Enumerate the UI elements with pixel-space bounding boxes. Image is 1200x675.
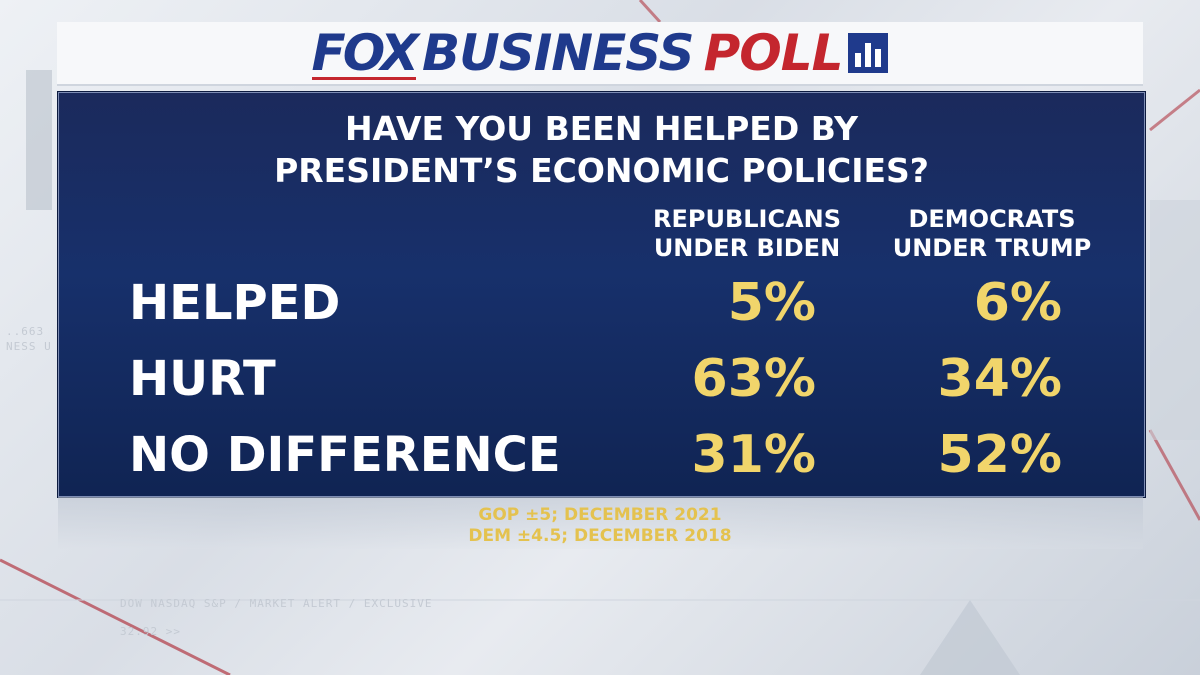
value-no-difference-republicans: 31% bbox=[691, 425, 816, 485]
poll-question-line-1: HAVE YOU BEEN HELPED BY bbox=[345, 109, 858, 148]
logo-poll-text: POLL bbox=[703, 24, 844, 82]
footnote-line-2: DEM ±4.5; DECEMBER 2018 bbox=[468, 526, 732, 546]
column-header-democrats-line-1: DEMOCRATS bbox=[908, 205, 1076, 233]
footnote-line-1: GOP ±5; DECEMBER 2021 bbox=[478, 505, 722, 525]
logo-business-text: BUSINESS bbox=[421, 24, 695, 82]
column-header-democrats-line-2: UNDER TRUMP bbox=[892, 234, 1092, 262]
header-bar: FOX BUSINESS POLL bbox=[57, 22, 1143, 86]
column-header-republicans: REPUBLICANS UNDER BIDEN bbox=[627, 205, 867, 263]
column-header-democrats: DEMOCRATS UNDER TRUMP bbox=[872, 205, 1112, 263]
ticker-side-2: NESS U bbox=[6, 340, 52, 353]
logo-fox-text: FOX bbox=[311, 24, 419, 82]
ticker-side-1: ..663 bbox=[6, 325, 45, 338]
fox-business-poll-logo: FOX BUSINESS POLL bbox=[311, 24, 889, 82]
ticker-line-1: DOW NASDAQ S&P / MARKET ALERT / EXCLUSIV… bbox=[120, 597, 433, 610]
value-no-difference-democrats: 52% bbox=[937, 425, 1062, 485]
row-label-helped: HELPED bbox=[129, 275, 341, 331]
value-helped-democrats: 6% bbox=[973, 273, 1062, 333]
poll-panel: HAVE YOU BEEN HELPED BY PRESIDENT’S ECON… bbox=[58, 92, 1145, 497]
value-hurt-democrats: 34% bbox=[937, 349, 1062, 409]
row-label-no-difference: NO DIFFERENCE bbox=[129, 427, 561, 483]
column-header-republicans-line-2: UNDER BIDEN bbox=[653, 234, 841, 262]
row-label-hurt: HURT bbox=[129, 351, 276, 407]
bar-chart-icon bbox=[848, 33, 889, 73]
poll-question-line-2: PRESIDENT’S ECONOMIC POLICIES? bbox=[274, 151, 929, 190]
value-helped-republicans: 5% bbox=[727, 273, 816, 333]
column-header-republicans-line-1: REPUBLICANS bbox=[652, 205, 842, 233]
footnote: GOP ±5; DECEMBER 2021 DEM ±4.5; DECEMBER… bbox=[0, 505, 1200, 547]
footnote-band bbox=[58, 497, 1143, 549]
value-hurt-republicans: 63% bbox=[691, 349, 816, 409]
poll-question: HAVE YOU BEEN HELPED BY PRESIDENT’S ECON… bbox=[59, 108, 1144, 192]
ticker-line-2: 32.92 >> bbox=[120, 625, 181, 638]
